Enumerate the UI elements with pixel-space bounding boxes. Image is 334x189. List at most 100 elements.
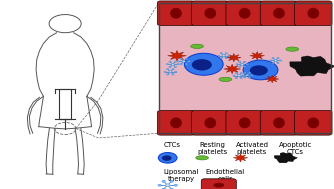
- Circle shape: [236, 64, 238, 65]
- Circle shape: [180, 58, 182, 60]
- Text: Apoptotic
CTCs: Apoptotic CTCs: [279, 142, 312, 155]
- Circle shape: [188, 61, 190, 62]
- Circle shape: [158, 184, 161, 186]
- Polygon shape: [168, 50, 186, 61]
- Circle shape: [174, 184, 177, 186]
- Text: Endothelial
cells: Endothelial cells: [205, 169, 245, 182]
- Circle shape: [169, 66, 171, 67]
- FancyBboxPatch shape: [226, 111, 263, 135]
- Circle shape: [192, 59, 212, 70]
- Circle shape: [246, 64, 248, 65]
- Circle shape: [233, 75, 235, 76]
- Circle shape: [162, 188, 165, 189]
- Circle shape: [277, 62, 279, 64]
- Polygon shape: [233, 154, 248, 162]
- FancyBboxPatch shape: [192, 1, 229, 26]
- Circle shape: [251, 75, 253, 76]
- FancyBboxPatch shape: [157, 1, 195, 26]
- Circle shape: [162, 180, 165, 182]
- Circle shape: [240, 73, 242, 74]
- FancyBboxPatch shape: [295, 1, 332, 26]
- Circle shape: [274, 60, 277, 61]
- Circle shape: [243, 60, 278, 80]
- Ellipse shape: [273, 8, 285, 19]
- Circle shape: [177, 61, 180, 62]
- FancyBboxPatch shape: [226, 1, 263, 26]
- Circle shape: [172, 69, 174, 70]
- FancyBboxPatch shape: [260, 111, 298, 135]
- Text: Liposomal
therapy: Liposomal therapy: [164, 169, 199, 182]
- Circle shape: [170, 180, 173, 182]
- Circle shape: [270, 60, 272, 61]
- Circle shape: [180, 63, 182, 65]
- Circle shape: [162, 155, 172, 161]
- Circle shape: [243, 75, 245, 76]
- Circle shape: [241, 75, 243, 76]
- Circle shape: [169, 61, 171, 62]
- Polygon shape: [290, 56, 334, 76]
- Circle shape: [237, 75, 240, 77]
- Circle shape: [172, 74, 174, 75]
- Polygon shape: [274, 153, 297, 163]
- FancyBboxPatch shape: [295, 111, 332, 135]
- Circle shape: [240, 77, 242, 79]
- Circle shape: [218, 55, 220, 56]
- Circle shape: [238, 66, 241, 67]
- Circle shape: [185, 58, 188, 60]
- Circle shape: [184, 53, 223, 75]
- Ellipse shape: [191, 44, 203, 48]
- Circle shape: [272, 57, 274, 59]
- Circle shape: [170, 188, 173, 189]
- Circle shape: [272, 62, 274, 64]
- FancyBboxPatch shape: [201, 179, 236, 189]
- Ellipse shape: [196, 156, 208, 160]
- FancyBboxPatch shape: [260, 1, 298, 26]
- Polygon shape: [224, 64, 240, 74]
- Circle shape: [225, 58, 227, 59]
- Circle shape: [165, 184, 170, 187]
- Ellipse shape: [308, 117, 319, 128]
- FancyBboxPatch shape: [159, 3, 331, 133]
- Polygon shape: [266, 75, 279, 83]
- Circle shape: [166, 69, 169, 70]
- Text: Resting
platelets: Resting platelets: [197, 142, 227, 155]
- Circle shape: [277, 57, 279, 59]
- Circle shape: [220, 53, 222, 54]
- Circle shape: [235, 77, 237, 79]
- Circle shape: [222, 55, 225, 57]
- Ellipse shape: [213, 183, 224, 187]
- Circle shape: [169, 71, 172, 73]
- Ellipse shape: [239, 8, 250, 19]
- Circle shape: [171, 63, 174, 65]
- Circle shape: [240, 64, 243, 65]
- Circle shape: [166, 64, 169, 65]
- Text: Activated
platelets: Activated platelets: [235, 142, 269, 155]
- Ellipse shape: [308, 8, 319, 19]
- Ellipse shape: [219, 77, 232, 81]
- Circle shape: [248, 72, 250, 74]
- Circle shape: [235, 73, 237, 74]
- Circle shape: [225, 53, 227, 54]
- Circle shape: [182, 60, 185, 62]
- Circle shape: [244, 77, 246, 78]
- Circle shape: [177, 64, 179, 65]
- Circle shape: [158, 153, 177, 163]
- Circle shape: [166, 74, 169, 75]
- Circle shape: [185, 63, 188, 65]
- Circle shape: [174, 66, 177, 67]
- Ellipse shape: [204, 8, 216, 19]
- FancyBboxPatch shape: [157, 111, 195, 135]
- Circle shape: [174, 71, 177, 73]
- Text: CTCs: CTCs: [164, 142, 181, 148]
- FancyBboxPatch shape: [192, 111, 229, 135]
- Circle shape: [243, 61, 246, 62]
- Circle shape: [280, 60, 282, 61]
- Circle shape: [238, 61, 241, 62]
- Ellipse shape: [273, 117, 285, 128]
- Circle shape: [228, 55, 230, 56]
- Circle shape: [244, 72, 246, 74]
- FancyBboxPatch shape: [159, 19, 331, 117]
- Circle shape: [250, 65, 268, 76]
- Polygon shape: [250, 52, 265, 60]
- Ellipse shape: [204, 117, 216, 128]
